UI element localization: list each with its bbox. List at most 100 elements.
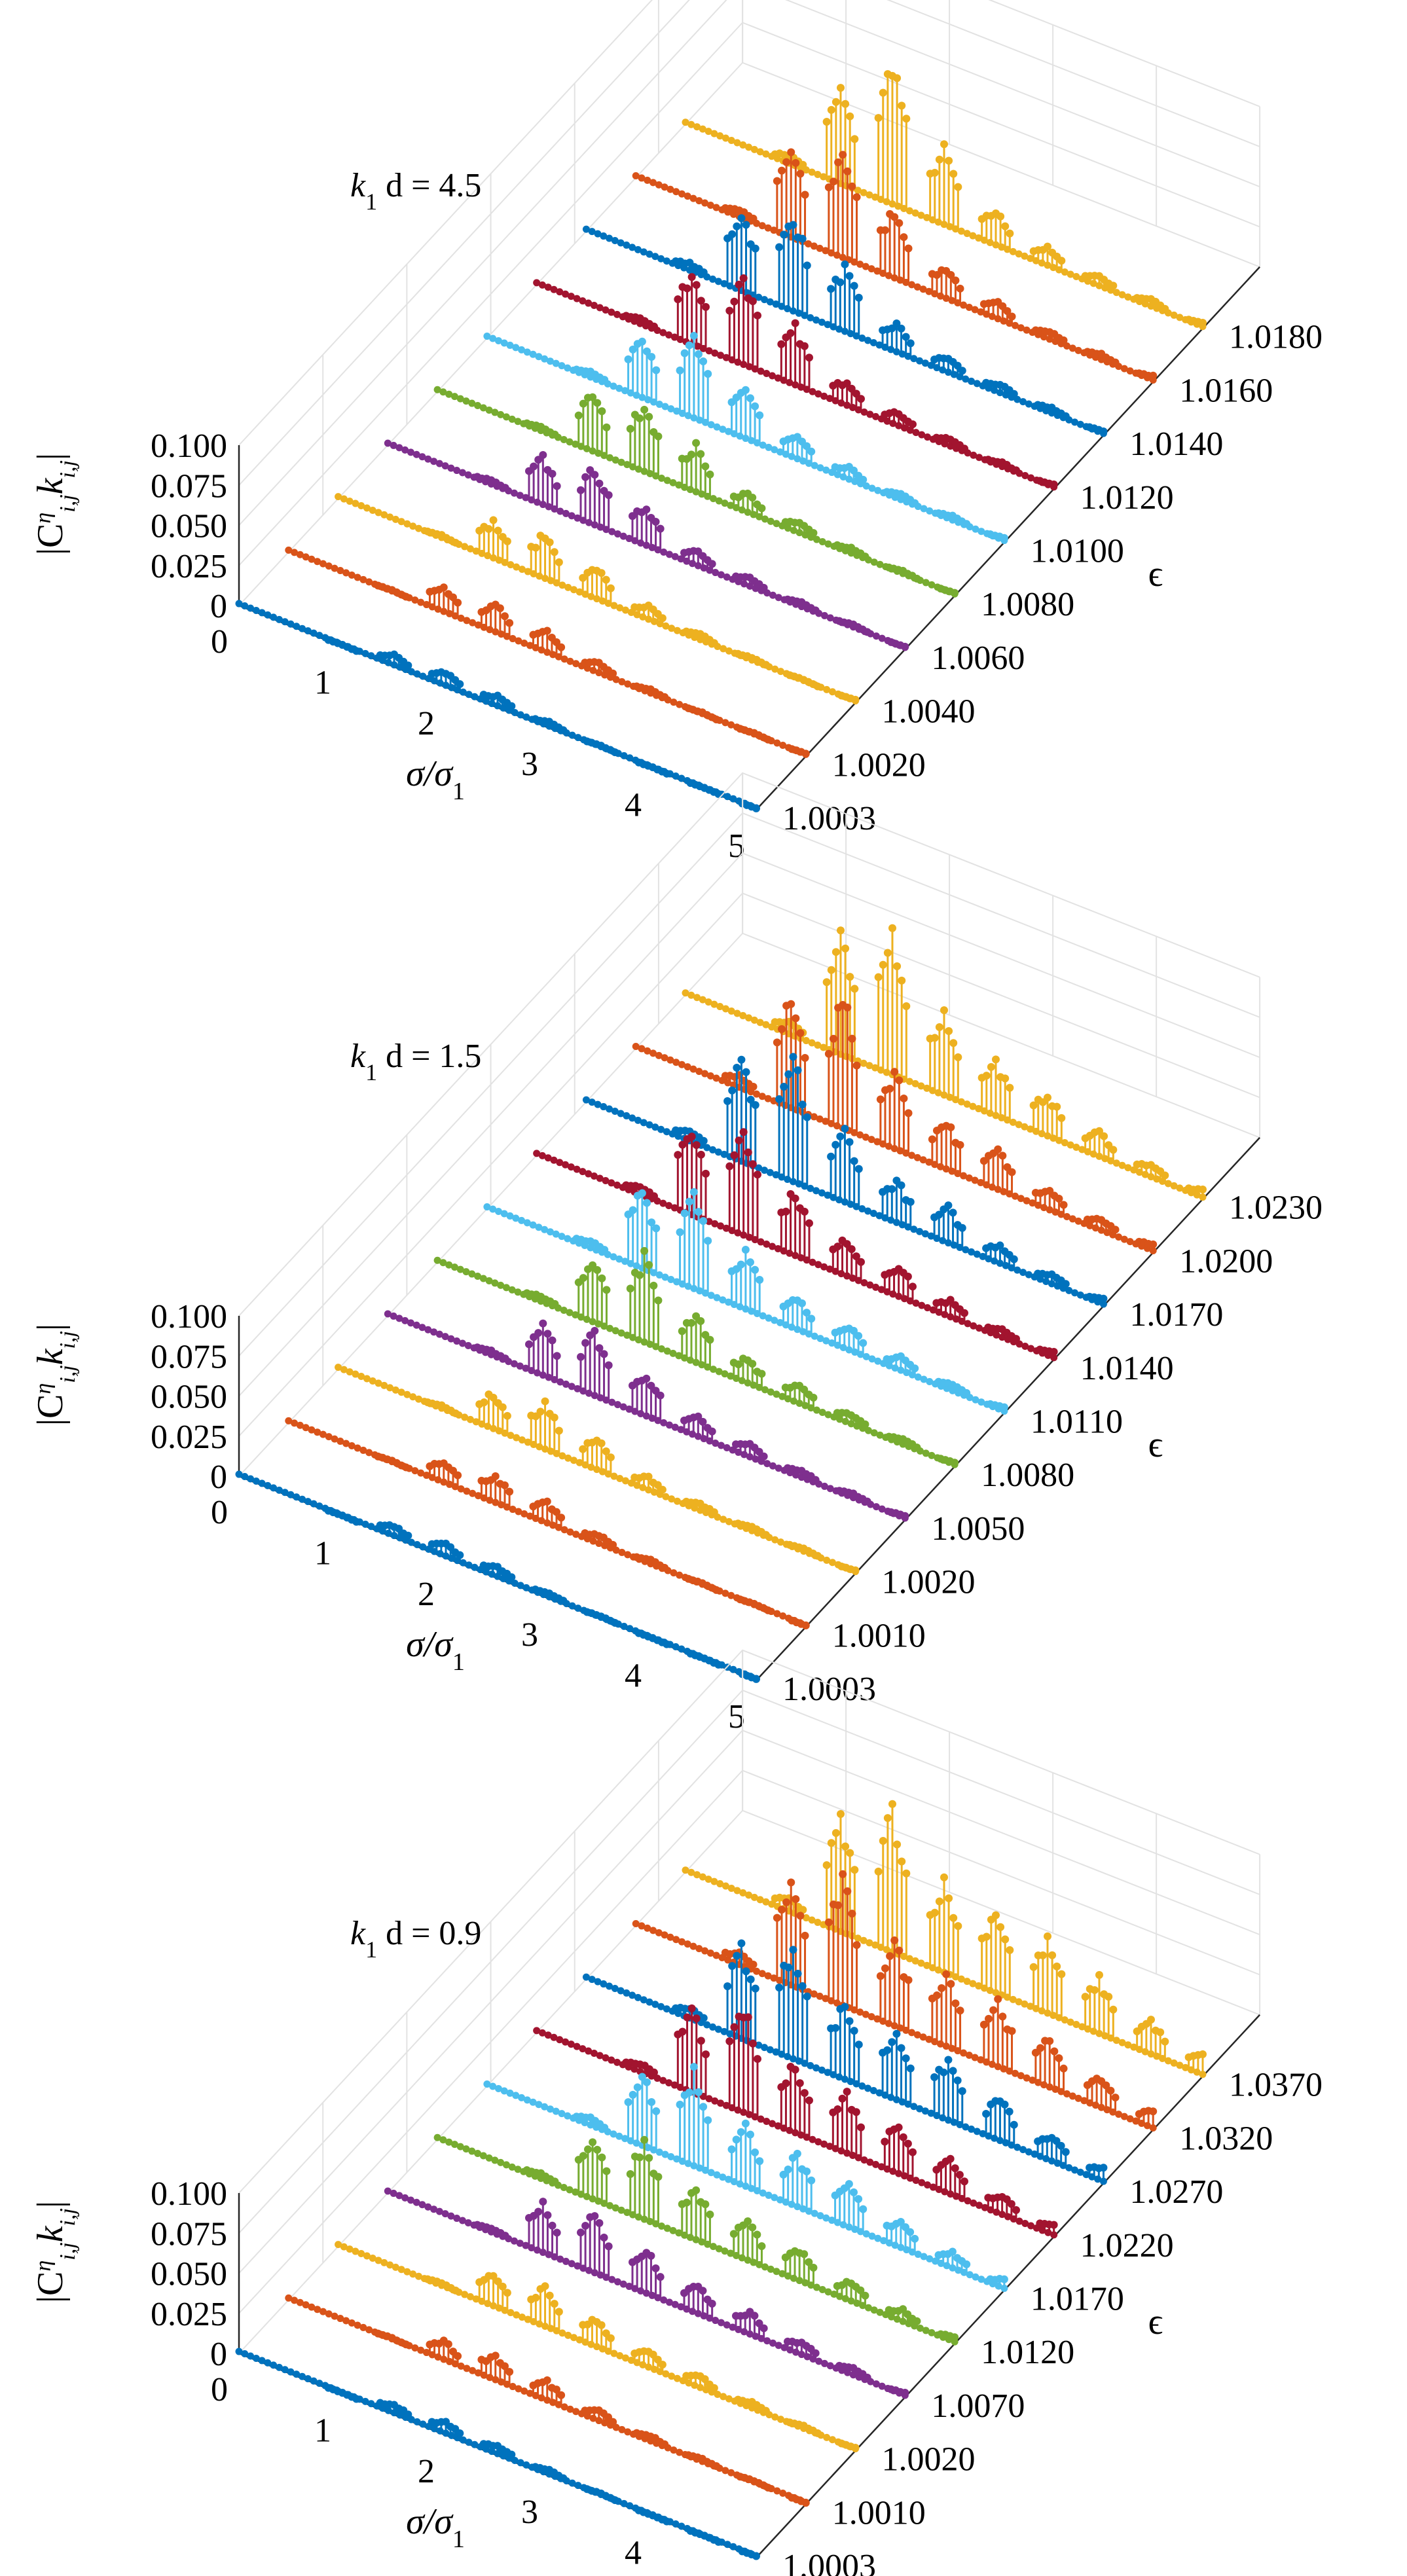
baseline-marker — [1021, 472, 1029, 480]
stem-marker — [654, 1296, 663, 1305]
baseline-marker — [1071, 418, 1079, 426]
baseline-marker — [1017, 324, 1025, 332]
baseline-marker — [521, 1510, 528, 1517]
baseline-marker — [927, 361, 935, 369]
baseline-marker — [602, 306, 610, 314]
baseline-marker — [729, 1446, 737, 1454]
stem-marker — [908, 1282, 917, 1291]
stem-series — [384, 439, 909, 651]
baseline-marker — [510, 1360, 518, 1368]
baseline-marker — [662, 1493, 670, 1500]
baseline-marker — [497, 410, 505, 418]
baseline-marker — [762, 1898, 770, 1906]
y-tick-label: 1.0010 — [832, 1617, 926, 1654]
stem-series — [235, 1470, 760, 1683]
stem-marker — [661, 693, 669, 701]
baseline-marker — [667, 1056, 674, 1064]
baseline-marker — [512, 344, 520, 352]
stem-marker — [794, 1066, 802, 1074]
stem-marker — [836, 84, 845, 92]
baseline-marker — [922, 579, 930, 587]
baseline-marker — [725, 427, 733, 435]
baseline-marker — [380, 1381, 388, 1389]
baseline-marker — [574, 1385, 581, 1392]
baseline-marker — [308, 1426, 316, 1434]
stem-marker — [982, 1072, 991, 1080]
baseline-marker — [618, 678, 626, 685]
baseline-marker — [711, 349, 719, 357]
baseline-marker — [252, 1477, 260, 1485]
baseline-marker — [917, 211, 925, 219]
stem-marker — [559, 1597, 568, 1605]
baseline-marker — [1012, 321, 1019, 329]
stem-marker — [833, 1243, 842, 1251]
baseline-marker — [395, 444, 403, 452]
baseline-marker — [675, 481, 683, 489]
baseline-marker — [661, 1273, 669, 1281]
stem-marker — [733, 222, 741, 230]
baseline-marker — [1063, 1212, 1071, 1220]
stem-marker — [800, 1385, 809, 1394]
baseline-marker — [862, 263, 869, 270]
baseline-marker — [712, 1440, 720, 1447]
baseline-marker — [777, 448, 784, 456]
baseline-marker — [363, 1375, 371, 1383]
baseline-marker — [557, 1378, 564, 1386]
baseline-marker — [663, 1347, 671, 1355]
baseline-marker — [717, 1442, 725, 1449]
stem-marker — [751, 402, 759, 410]
stem-marker — [900, 1094, 908, 1102]
baseline-marker — [627, 1479, 635, 1487]
stem-marker — [954, 183, 962, 191]
baseline-marker — [926, 1377, 934, 1385]
baseline-marker — [546, 357, 554, 365]
baseline-marker — [810, 1990, 818, 1998]
stem-marker — [935, 1897, 943, 1906]
stem-marker — [1156, 2028, 1165, 2037]
baseline-marker — [337, 1438, 344, 1445]
baseline-marker — [826, 395, 833, 403]
baseline-marker — [917, 1082, 925, 1090]
stem-marker — [876, 1095, 885, 1104]
baseline-marker — [625, 535, 633, 543]
baseline-marker — [805, 240, 813, 247]
baseline-marker — [471, 1563, 479, 1571]
y-tick-label: 1.0160 — [1179, 372, 1273, 409]
baseline-marker — [461, 543, 469, 551]
baseline-marker — [468, 1270, 476, 1278]
baseline-marker — [668, 1495, 676, 1503]
stem-marker — [701, 302, 710, 311]
baseline-marker — [828, 1559, 836, 1567]
baseline-marker — [826, 1265, 833, 1273]
stem-marker — [694, 1412, 703, 1421]
baseline-marker — [713, 1294, 721, 1301]
baseline-marker — [340, 1366, 348, 1373]
stem-marker — [792, 1014, 800, 1023]
baseline-marker — [506, 341, 514, 349]
tick-labels: 01234500.0250.0500.0750.1001.00031.00201… — [151, 319, 1323, 865]
baseline-marker — [755, 293, 763, 301]
baseline-marker — [957, 1975, 965, 1983]
baseline-marker — [337, 567, 344, 575]
stem-series — [533, 273, 1058, 491]
stem-marker — [1105, 1993, 1113, 2001]
baseline-marker — [964, 1320, 972, 1328]
baseline-marker — [606, 454, 613, 462]
baseline-marker — [877, 1286, 885, 1294]
baseline-marker — [392, 1386, 399, 1394]
stem-marker — [780, 1082, 788, 1091]
baseline-marker — [677, 1426, 685, 1434]
stem-marker — [1099, 1294, 1108, 1303]
stem-marker — [827, 105, 835, 114]
baseline-marker — [474, 1492, 482, 1500]
baseline-marker — [1078, 2023, 1086, 2031]
baseline-marker — [620, 752, 628, 759]
baseline-marker — [453, 1337, 461, 1345]
baseline-marker — [458, 469, 466, 477]
baseline-marker — [433, 1256, 441, 1264]
stem-series — [582, 1053, 1108, 1308]
baseline-marker — [424, 455, 432, 463]
stem-marker — [942, 1970, 951, 1978]
baseline-marker — [820, 1482, 828, 1490]
baseline-marker — [462, 397, 470, 405]
